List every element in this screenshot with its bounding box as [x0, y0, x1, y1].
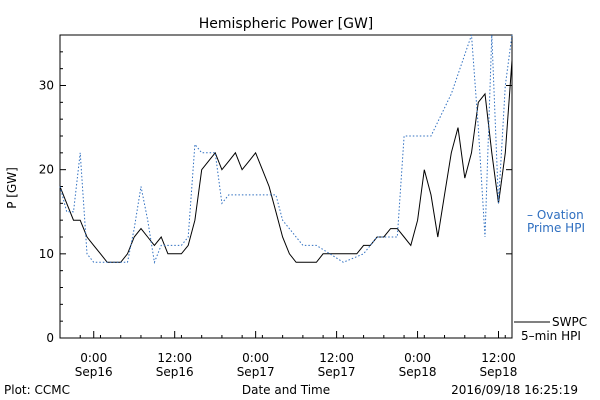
series-layer — [59, 34, 513, 265]
y-tick-label: 30 — [39, 79, 54, 93]
x-tick-label-date: Sep17 — [237, 365, 275, 379]
y-tick-label: 0 — [46, 331, 54, 345]
plot-frame — [59, 34, 513, 339]
x-tick-label-date: Sep18 — [399, 365, 437, 379]
series-line-ovation — [59, 34, 513, 265]
footer-timestamp: 2016/09/18 16:25:19 — [451, 383, 578, 397]
y-axis-label: P [GW] — [5, 167, 19, 209]
x-tick-label-time: 12:00 — [319, 351, 354, 365]
x-tick-label-date: Sep16 — [75, 365, 113, 379]
x-tick-label-date: Sep17 — [318, 365, 356, 379]
x-tick-label-time: 0:00 — [404, 351, 431, 365]
x-tick-label-time: 12:00 — [157, 351, 192, 365]
x-tick-label-time: 0:00 — [242, 351, 269, 365]
x-tick-label-time: 0:00 — [80, 351, 107, 365]
legend-ovation-line1: – Ovation — [527, 208, 584, 222]
chart-title: Hemispheric Power [GW] — [199, 16, 374, 32]
footer-plot-credit: Plot: CCMC — [4, 383, 70, 397]
y-tick-label: 10 — [39, 247, 54, 261]
series-line-swpc — [59, 60, 513, 263]
legend-ovation-line2: Prime HPI — [527, 221, 585, 235]
x-tick-label-time: 12:00 — [481, 351, 516, 365]
x-tick-label-date: Sep18 — [480, 365, 518, 379]
axis-ticks: 01020300:00Sep1612:00Sep160:00Sep1712:00… — [39, 51, 518, 379]
legend-swpc-line2: 5–min HPI — [521, 329, 581, 343]
x-axis-label: Date and Time — [242, 383, 330, 397]
x-tick-label-date: Sep16 — [156, 365, 194, 379]
legend-swpc-line1: SWPC — [552, 315, 587, 329]
y-tick-label: 20 — [39, 163, 54, 177]
